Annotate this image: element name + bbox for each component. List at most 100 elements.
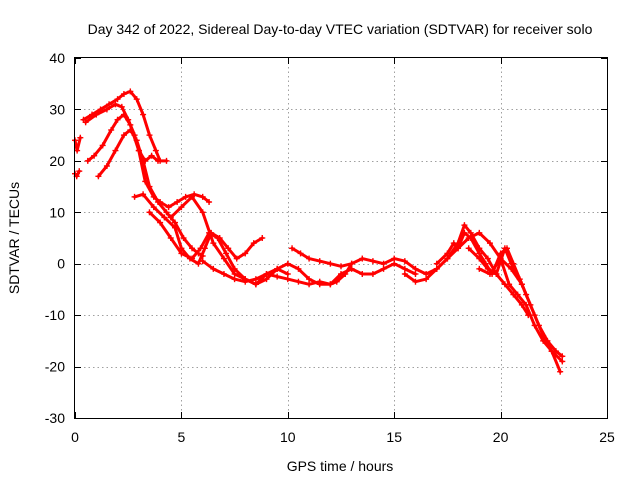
x-axis-label: GPS time / hours <box>287 458 394 474</box>
data-point <box>77 134 84 141</box>
series-track-9 <box>167 193 419 288</box>
data-point <box>199 193 206 200</box>
data-point <box>148 152 155 159</box>
data-point <box>214 235 221 241</box>
data-point <box>284 271 291 277</box>
data-point <box>233 255 240 262</box>
data-point <box>506 281 513 288</box>
data-point <box>514 291 521 298</box>
data-point <box>263 276 270 283</box>
data-point <box>531 322 538 329</box>
data-point <box>167 235 174 241</box>
data-point <box>486 240 493 247</box>
series-line <box>169 195 417 286</box>
data-point <box>295 278 302 285</box>
data-point <box>401 271 408 277</box>
series-track-15 <box>476 255 566 365</box>
data-point <box>359 255 366 262</box>
data-point <box>444 250 451 257</box>
data-point <box>74 147 81 154</box>
data-point <box>231 276 238 283</box>
data-point <box>106 101 113 108</box>
series-line <box>133 192 264 266</box>
data-point <box>327 260 334 267</box>
data-point <box>120 132 127 139</box>
y-tick-label: -10 <box>45 307 65 323</box>
x-tick-label: 25 <box>599 429 615 445</box>
data-point <box>133 96 140 103</box>
data-point <box>82 119 89 126</box>
y-tick-label: 10 <box>49 204 65 220</box>
data-point <box>163 209 170 216</box>
data-point <box>423 271 430 277</box>
data-point <box>161 214 168 221</box>
data-point <box>484 265 491 272</box>
data-point <box>76 168 83 175</box>
data-point <box>182 193 189 200</box>
data-point <box>274 273 281 280</box>
data-point <box>501 245 508 252</box>
data-point <box>284 276 291 283</box>
data-point <box>467 235 474 241</box>
data-point <box>150 204 157 211</box>
data-point <box>178 204 185 211</box>
data-point <box>180 235 187 241</box>
data-point <box>131 193 138 200</box>
data-point <box>174 199 181 205</box>
data-point <box>120 111 127 118</box>
data-point <box>289 245 296 252</box>
data-point <box>295 265 302 272</box>
data-point <box>467 229 474 236</box>
data-point <box>380 260 387 267</box>
data-point <box>103 106 110 113</box>
data-point <box>284 260 291 267</box>
y-tick-label: -30 <box>45 410 65 426</box>
data-point <box>84 157 91 164</box>
data-point <box>327 281 334 288</box>
data-point <box>189 245 196 252</box>
data-point <box>444 255 451 262</box>
series-track-1 <box>80 88 170 164</box>
data-point <box>140 111 147 118</box>
y-tick-label: 20 <box>49 153 65 169</box>
data-point <box>540 337 547 344</box>
data-point <box>152 147 159 154</box>
data-point <box>165 204 172 211</box>
series-track-6 <box>95 127 206 259</box>
y-tick-label: 30 <box>49 101 65 117</box>
data-point <box>461 229 468 236</box>
data-point <box>523 291 530 298</box>
data-point <box>316 278 323 285</box>
data-point <box>146 209 153 216</box>
data-point <box>167 214 174 221</box>
data-point <box>189 255 196 262</box>
data-point <box>493 271 500 277</box>
data-point <box>316 258 323 265</box>
data-point <box>146 183 153 190</box>
series-line <box>467 246 562 374</box>
data-point <box>484 255 491 262</box>
data-point <box>118 103 125 110</box>
data-point <box>140 157 147 164</box>
data-point <box>199 258 206 265</box>
data-point <box>195 260 202 267</box>
x-tick-label: 0 <box>71 429 79 445</box>
data-point <box>197 245 204 252</box>
data-point <box>391 260 398 267</box>
data-point <box>401 265 408 272</box>
data-point <box>508 260 515 267</box>
data-point <box>486 271 493 277</box>
data-point <box>220 255 227 262</box>
data-point <box>172 219 179 226</box>
data-point <box>252 281 259 288</box>
data-point <box>154 157 161 164</box>
x-tick-label: 10 <box>280 429 296 445</box>
data-point <box>369 271 376 277</box>
data-point <box>210 265 217 272</box>
data-point <box>225 245 232 252</box>
data-point <box>112 147 119 154</box>
data-point <box>157 219 164 226</box>
data-point <box>127 127 134 133</box>
x-tick-label: 20 <box>493 429 509 445</box>
